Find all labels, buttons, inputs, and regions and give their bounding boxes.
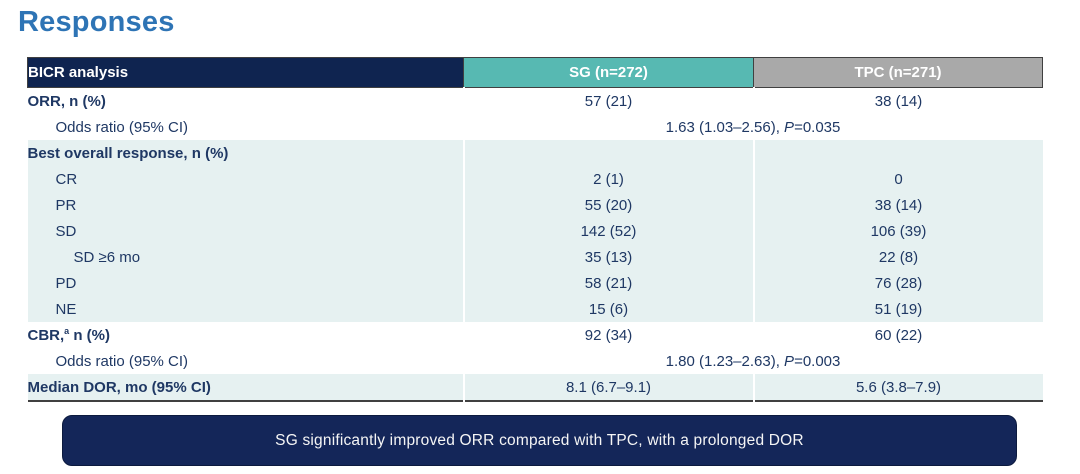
row-label: PR xyxy=(27,192,464,218)
sg-value-cell: 57 (21) xyxy=(462,87,754,114)
sg-value-cell: 35 (13) xyxy=(462,244,754,270)
header-cell-tpc: TPC (n=271) xyxy=(753,57,1043,88)
row-label: Odds ratio (95% CI) xyxy=(27,114,464,140)
table-row-cbr-odds-ratio: Odds ratio (95% CI) 1.80 (1.23–2.63), P=… xyxy=(27,348,1043,374)
table-row-cbr: CBR,a n (%) 92 (34) 60 (22) xyxy=(27,322,1043,348)
sg-value-cell xyxy=(462,140,754,166)
tpc-value-cell xyxy=(752,140,1043,166)
table-row-median-dor: Median DOR, mo (95% CI) 8.1 (6.7–9.1) 5.… xyxy=(27,374,1043,401)
table-row-sd: SD 142 (52) 106 (39) xyxy=(27,218,1043,244)
cbr-label: CBR, xyxy=(27,326,65,344)
sg-value-cell: 2 (1) xyxy=(462,166,754,192)
tpc-value-cell: 38 (14) xyxy=(752,87,1043,114)
table-row-best-overall-response: Best overall response, n (%) xyxy=(27,140,1043,166)
p-value: =0.003 xyxy=(794,352,841,370)
header-cell-analysis: BICR analysis xyxy=(27,57,464,88)
bicr-results-table: BICR analysis SG (n=272) TPC (n=271) ORR… xyxy=(27,57,1043,402)
table-row-orr-odds-ratio: Odds ratio (95% CI) 1.63 (1.03–2.56), P=… xyxy=(27,114,1043,140)
tpc-value-cell: 51 (19) xyxy=(752,296,1043,322)
table-row-pd: PD 58 (21) 76 (28) xyxy=(27,270,1043,296)
row-label: Median DOR, mo (95% CI) xyxy=(27,374,464,401)
row-label: SD xyxy=(27,218,464,244)
row-label: CBR,a n (%) xyxy=(27,322,464,348)
table-row-pr: PR 55 (20) 38 (14) xyxy=(27,192,1043,218)
row-label: CR xyxy=(27,166,464,192)
tpc-value-cell: 0 xyxy=(752,166,1043,192)
table-row-ne: NE 15 (6) 51 (19) xyxy=(27,296,1043,322)
tpc-value-cell: 106 (39) xyxy=(752,218,1043,244)
tpc-value-cell: 22 (8) xyxy=(752,244,1043,270)
tpc-value-cell: 5.6 (3.8–7.9) xyxy=(752,374,1043,401)
sg-value-cell: 142 (52) xyxy=(462,218,754,244)
tpc-value-cell: 38 (14) xyxy=(752,192,1043,218)
table-header-row: BICR analysis SG (n=272) TPC (n=271) xyxy=(27,57,1043,88)
cbr-label-suffix: n (%) xyxy=(69,326,111,344)
p-symbol: P xyxy=(784,118,795,136)
tpc-value-cell: 76 (28) xyxy=(752,270,1043,296)
row-label: NE xyxy=(27,296,464,322)
odds-ratio-text: 1.80 (1.23–2.63), xyxy=(665,352,785,370)
row-label: SD ≥6 mo xyxy=(27,244,464,270)
sg-value-cell: 92 (34) xyxy=(462,322,754,348)
header-cell-sg: SG (n=272) xyxy=(463,57,754,88)
row-label: ORR, n (%) xyxy=(27,87,464,114)
odds-ratio-value-cell: 1.63 (1.03–2.56), P=0.035 xyxy=(463,114,1043,140)
p-value: =0.035 xyxy=(794,118,841,136)
sg-value-cell: 8.1 (6.7–9.1) xyxy=(462,374,754,401)
sg-value-cell: 55 (20) xyxy=(462,192,754,218)
row-label: Odds ratio (95% CI) xyxy=(27,348,464,374)
odds-ratio-value-cell: 1.80 (1.23–2.63), P=0.003 xyxy=(463,348,1043,374)
page-title: Responses xyxy=(18,6,175,38)
table-row-sd-6mo: SD ≥6 mo 35 (13) 22 (8) xyxy=(27,244,1043,270)
tpc-value-cell: 60 (22) xyxy=(752,322,1043,348)
footnote-marker: a xyxy=(64,325,70,336)
table-row-orr: ORR, n (%) 57 (21) 38 (14) xyxy=(27,87,1043,114)
odds-ratio-text: 1.63 (1.03–2.56), xyxy=(665,118,785,136)
row-label: Best overall response, n (%) xyxy=(27,140,464,166)
conclusion-banner: SG significantly improved ORR compared w… xyxy=(62,415,1017,466)
p-symbol: P xyxy=(784,352,795,370)
table-row-cr: CR 2 (1) 0 xyxy=(27,166,1043,192)
conclusion-text: SG significantly improved ORR compared w… xyxy=(275,431,804,449)
sg-value-cell: 15 (6) xyxy=(462,296,754,322)
sg-value-cell: 58 (21) xyxy=(462,270,754,296)
row-label: PD xyxy=(27,270,464,296)
